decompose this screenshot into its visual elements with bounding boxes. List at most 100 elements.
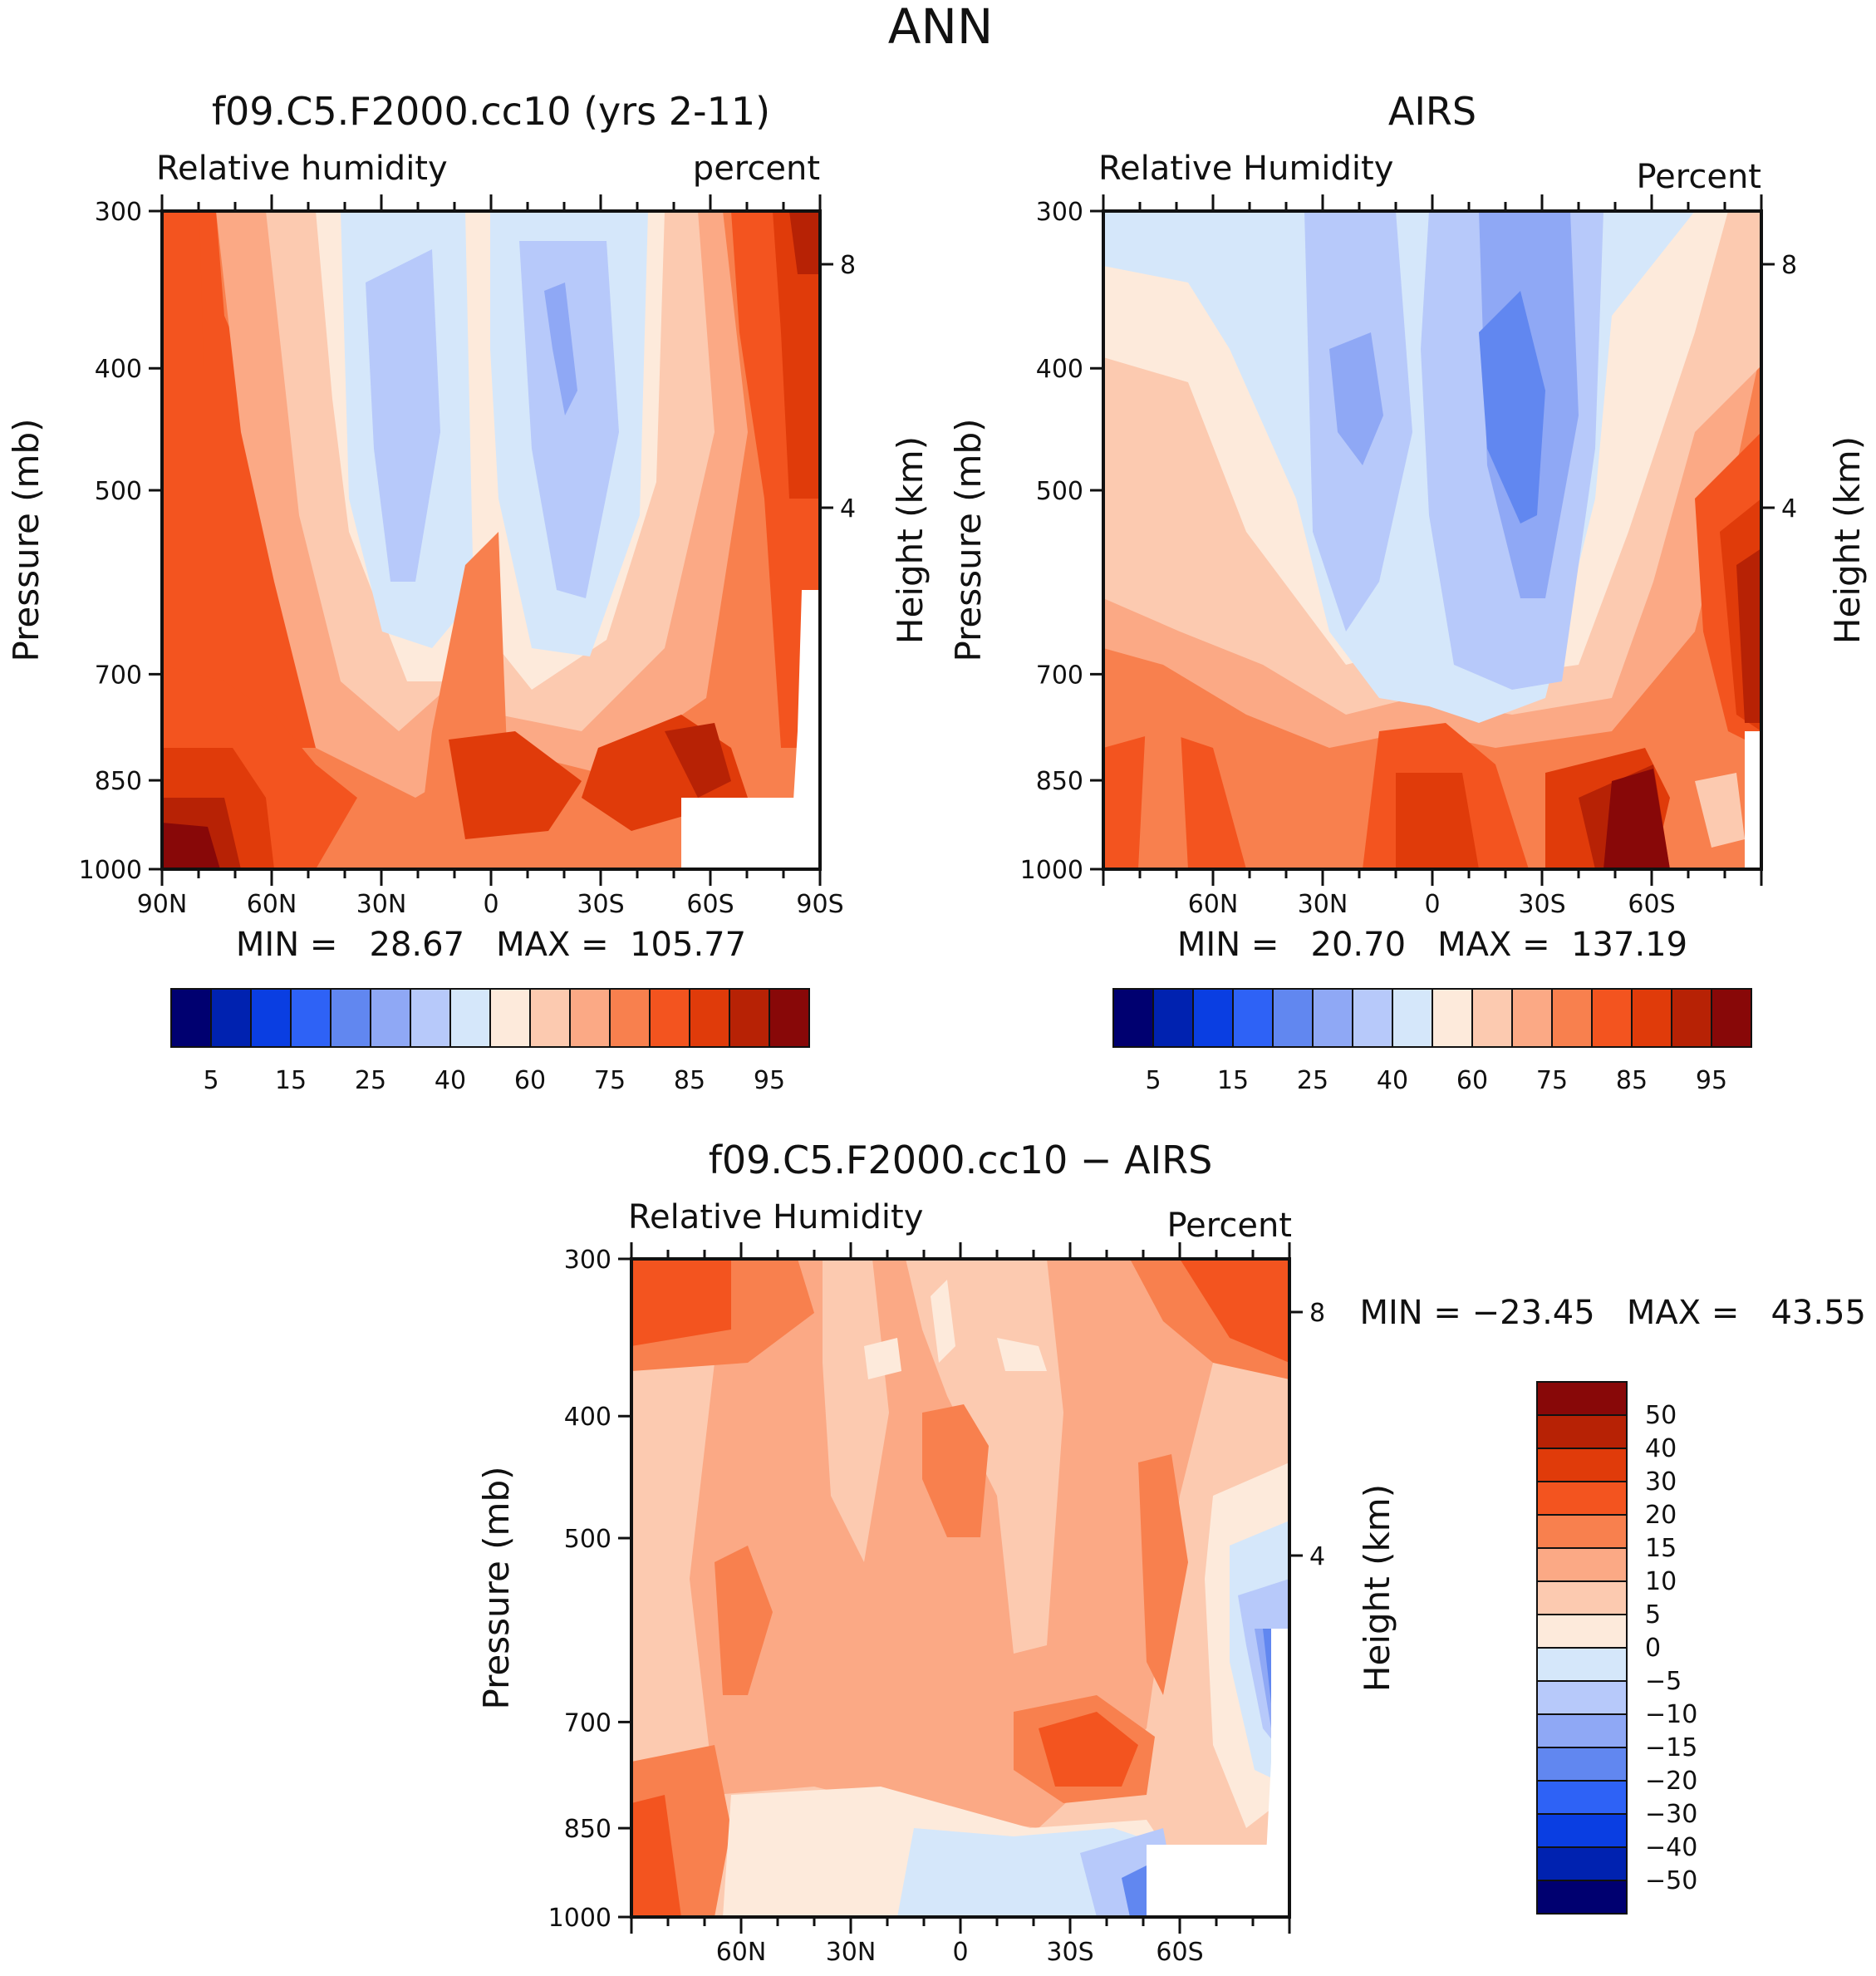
colorbar-swatch — [649, 988, 690, 1048]
colorbar-swatch — [1432, 988, 1473, 1048]
ylabel-diff: Pressure (mb) — [476, 1466, 517, 1709]
colorbar-swatch — [729, 988, 770, 1048]
x-tick-label: 30N — [356, 890, 407, 919]
colorbar-swatch — [1536, 1846, 1628, 1881]
colorbar-label: −5 — [1645, 1667, 1682, 1696]
colorbar-swatch — [1536, 1813, 1628, 1848]
x-tick-label: 30S — [1518, 890, 1565, 919]
stats-model: MIN = 28.67 MAX = 105.77 — [236, 926, 746, 964]
colorbar-label: 60 — [514, 1066, 546, 1095]
colorbar-swatch — [1536, 1780, 1628, 1815]
colorbar-label: 20 — [1645, 1501, 1677, 1530]
colorbar-swatch — [1536, 1880, 1628, 1915]
axes-model: 300 400 500 700 850 1000 8 4 90N 60N 30N 0 30S 60S 90S — [79, 194, 856, 919]
colorbar-swatch — [1536, 1680, 1628, 1715]
colorbar-swatch — [290, 988, 331, 1048]
x-tick-label: 30N — [1298, 890, 1348, 919]
colorbar-swatch — [1352, 988, 1393, 1048]
ylabel-model: Pressure (mb) — [6, 418, 47, 661]
y-tick-label: 400 — [95, 355, 142, 384]
colorbar-label: 60 — [1456, 1066, 1488, 1095]
panel-obs-title: AIRS — [1388, 89, 1476, 134]
colorbar-label: 75 — [1536, 1066, 1568, 1095]
colorbar-label: −50 — [1645, 1866, 1697, 1895]
colorbar-swatch — [210, 988, 252, 1048]
x-tick-label: 0 — [952, 1938, 968, 1967]
ylabel-right-model: Height (km) — [890, 436, 931, 644]
y-tick-label: 850 — [95, 767, 142, 796]
y-tick-label: 700 — [1036, 661, 1083, 690]
panel-obs-units: Percent — [1636, 158, 1761, 196]
y-tick-label: 400 — [1036, 355, 1083, 384]
colorbar-swatch — [1551, 988, 1593, 1048]
page-title: ANN — [888, 0, 993, 55]
y-tick-label: 700 — [95, 661, 142, 690]
colorbar-swatch — [769, 988, 810, 1048]
colorbar-label: 15 — [1217, 1066, 1249, 1095]
colorbar-swatch — [569, 988, 611, 1048]
contour-field-model — [162, 211, 820, 869]
colorbar-label: 10 — [1645, 1567, 1677, 1596]
colorbar-swatch — [1536, 1414, 1628, 1449]
contour-field-diff — [631, 1259, 1289, 1917]
colorbar-swatch — [330, 988, 371, 1048]
colorbar-swatch — [1536, 1448, 1628, 1482]
x-tick-label: 60S — [686, 890, 734, 919]
colorbar-swatch — [1631, 988, 1672, 1048]
panel-diff-title: f09.C5.F2000.cc10 − AIRS — [709, 1138, 1213, 1182]
height-tick-label: 8 — [840, 251, 856, 280]
colorbar-swatch — [1152, 988, 1194, 1048]
colorbar-label: 15 — [1645, 1534, 1677, 1563]
colorbar-swatch — [1232, 988, 1274, 1048]
colorbar-label: 95 — [754, 1066, 785, 1095]
colorbar-swatch — [1536, 1547, 1628, 1582]
y-tick-label: 1000 — [548, 1904, 611, 1933]
y-tick-label: 500 — [1036, 477, 1083, 506]
x-tick-label: 60N — [1188, 890, 1239, 919]
colorbar-label: 40 — [1377, 1066, 1408, 1095]
colorbar-swatch — [1536, 1481, 1628, 1516]
colorbar-swatch — [1511, 988, 1553, 1048]
colorbar-swatch — [1536, 1747, 1628, 1782]
y-tick-label: 300 — [564, 1246, 611, 1275]
contour-field-obs — [1103, 211, 1761, 869]
y-tick-label: 850 — [1036, 767, 1083, 796]
colorbar-swatch — [1112, 988, 1154, 1048]
colorbar-swatch — [1536, 1381, 1628, 1416]
x-tick-label: 30N — [826, 1938, 877, 1967]
panel-diff-units: Percent — [1166, 1207, 1292, 1245]
colorbar-swatch — [489, 988, 531, 1048]
x-tick-label: 60N — [247, 890, 297, 919]
colorbar-label: 50 — [1645, 1401, 1677, 1430]
colorbar-swatch — [1272, 988, 1314, 1048]
colorbar-swatch — [1312, 988, 1353, 1048]
height-tick-label: 4 — [1309, 1542, 1325, 1571]
x-tick-label: 60N — [716, 1938, 767, 1967]
colorbar-swatch — [1536, 1647, 1628, 1682]
panel-model: f09.C5.F2000.cc10 (yrs 2-11) Relative hu… — [6, 89, 931, 1095]
panel-obs: AIRS Relative Humidity Percent — [948, 89, 1868, 1095]
colorbar-label: −10 — [1645, 1700, 1697, 1729]
x-tick-label: 90N — [137, 890, 188, 919]
stats-obs: MIN = 20.70 MAX = 137.19 — [1177, 926, 1687, 964]
colorbar-label: −15 — [1645, 1733, 1697, 1762]
colorbar-label: 25 — [355, 1066, 386, 1095]
x-tick-label: 0 — [483, 890, 498, 919]
colorbar-swatch — [370, 988, 411, 1048]
panel-obs-variable: Relative Humidity — [1098, 150, 1393, 188]
ylabel-right-diff: Height (km) — [1357, 1484, 1397, 1692]
x-tick-label: 30S — [1046, 1938, 1093, 1967]
panel-diff: f09.C5.F2000.cc10 − AIRS Relative Humidi… — [476, 1138, 1866, 1967]
panel-diff-variable: Relative Humidity — [628, 1198, 923, 1236]
ylabel-right-obs: Height (km) — [1827, 436, 1868, 644]
colorbar-swatch — [529, 988, 571, 1048]
y-tick-label: 500 — [95, 477, 142, 506]
colorbar-label: 0 — [1645, 1634, 1661, 1663]
axes-obs: 300 400 500 700 850 1000 8 4 60N 30N 0 30S 60S — [1020, 194, 1797, 919]
panel-model-variable: Relative humidity — [156, 150, 448, 188]
axes-diff: 300 400 500 700 850 1000 8 4 60N 30N 0 30S 60S — [548, 1242, 1325, 1967]
colorbar-label: 5 — [1145, 1066, 1161, 1095]
colorbar-swatch — [1471, 988, 1513, 1048]
